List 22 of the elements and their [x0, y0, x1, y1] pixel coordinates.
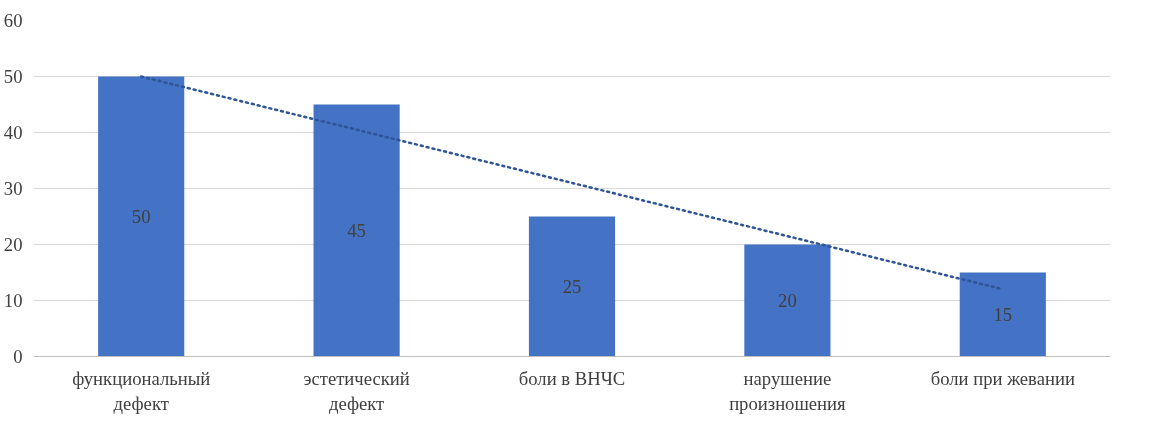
- y-tick-label: 40: [3, 122, 23, 143]
- x-tick-label: боли в ВНЧС: [518, 367, 626, 389]
- x-tick-label: нарушение произношения: [729, 367, 847, 414]
- data-label: 15: [993, 304, 1013, 325]
- data-label: 20: [778, 290, 797, 311]
- y-tick-label: 60: [3, 10, 23, 31]
- y-tick-label: 30: [3, 178, 23, 199]
- bar: [959, 272, 1046, 357]
- x-tick-label: боли при жевании: [930, 367, 1075, 389]
- bar: [528, 216, 616, 357]
- x-tick-label: функциональный дефект: [72, 367, 211, 414]
- bar: [744, 244, 831, 357]
- y-tick-label: 10: [3, 290, 23, 311]
- y-tick-label: 20: [3, 234, 23, 255]
- y-tick-label: 0: [13, 346, 23, 367]
- bar: [98, 76, 185, 357]
- bar: [313, 104, 400, 357]
- y-tick-label: 50: [3, 66, 23, 87]
- data-label: 25: [562, 276, 582, 297]
- data-label: 50: [131, 206, 151, 227]
- data-label: 45: [347, 220, 366, 241]
- x-tick-label: эстетический дефект: [303, 367, 410, 414]
